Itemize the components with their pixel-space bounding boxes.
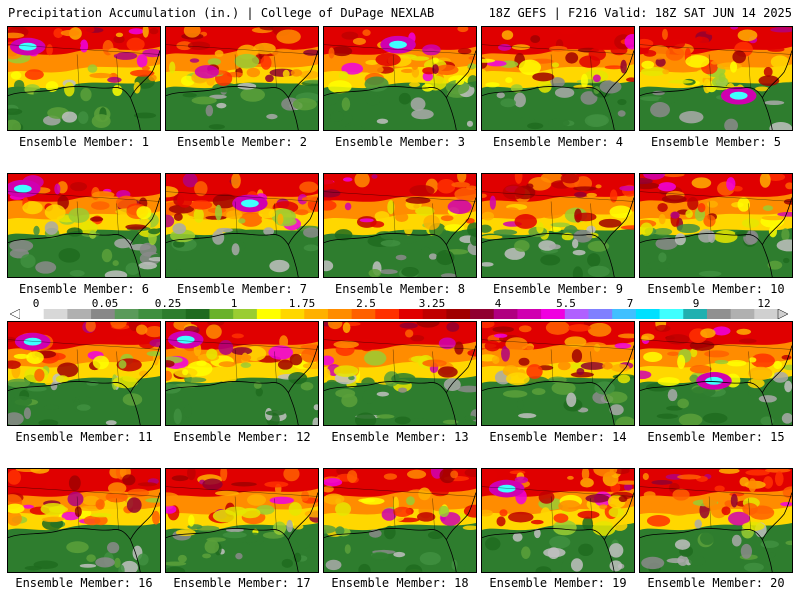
colorbar-tick-label: 0.05 <box>91 297 119 310</box>
colorbar-segment <box>304 309 329 319</box>
ensemble-member-map <box>481 321 635 426</box>
colorbar-tick-label: 9 <box>692 297 700 310</box>
ensemble-member-caption: Ensemble Member: 18 <box>331 576 469 590</box>
colorbar-segment <box>351 309 376 319</box>
ensemble-member-caption: Ensemble Member: 15 <box>647 430 785 444</box>
ensemble-member-map <box>639 173 793 278</box>
colorbar-tick-label: 5.5 <box>556 297 576 310</box>
colorbar-segment <box>564 309 589 319</box>
colorbar-segment <box>493 309 518 319</box>
colorbar-tick-label: 1.75 <box>288 297 316 310</box>
colorbar-segment <box>162 309 187 319</box>
ensemble-member-map <box>639 468 793 573</box>
colorbar-right-arrow <box>777 309 788 319</box>
colorbar-segment <box>446 309 471 319</box>
colorbar-segment <box>43 309 68 319</box>
ensemble-member-caption: Ensemble Member: 17 <box>173 576 311 590</box>
colorbar-segment <box>327 309 353 319</box>
ensemble-member-map <box>323 468 477 573</box>
colorbar-segment <box>659 309 684 319</box>
ensemble-member-map <box>7 173 161 278</box>
ensemble-member-caption: Ensemble Member: 19 <box>489 576 627 590</box>
ensemble-member-caption: Ensemble Member: 12 <box>173 430 311 444</box>
ensemble-member-map <box>323 26 477 131</box>
colorbar-segment <box>399 309 424 319</box>
colorbar-tick-label: 0 <box>32 297 40 310</box>
ensemble-member-map <box>481 468 635 573</box>
colorbar-segment <box>375 309 400 319</box>
run-info: 18Z GEFS | F216 Valid: 18Z SAT JUN 14 20… <box>488 6 792 20</box>
colorbar-tick-label: 1 <box>230 297 238 310</box>
colorbar-segment <box>280 309 305 319</box>
ensemble-member-map <box>165 468 319 573</box>
colorbar-segment <box>730 309 755 319</box>
ensemble-member-caption: Ensemble Member: 10 <box>647 282 785 296</box>
colorbar-tick-label: 4 <box>494 297 502 310</box>
ensemble-member-caption: Ensemble Member: 8 <box>334 282 466 296</box>
ensemble-member-caption: Ensemble Member: 14 <box>489 430 627 444</box>
colorbar-segment <box>754 309 779 319</box>
ensemble-member-caption: Ensemble Member: 20 <box>647 576 785 590</box>
colorbar-segment <box>588 309 613 319</box>
colorbar-segment <box>422 309 447 319</box>
ensemble-member-caption: Ensemble Member: 4 <box>492 135 624 149</box>
ensemble-member-map <box>323 173 477 278</box>
ensemble-member-map <box>639 321 793 426</box>
ensemble-member-map <box>323 321 477 426</box>
ensemble-member-caption: Ensemble Member: 6 <box>18 282 150 296</box>
colorbar-segment <box>470 309 495 319</box>
colorbar-segment <box>706 309 732 319</box>
ensemble-member-caption: Ensemble Member: 9 <box>492 282 624 296</box>
colorbar-left-arrow <box>10 309 21 319</box>
ensemble-member-map <box>7 26 161 131</box>
ensemble-member-map <box>481 26 635 131</box>
precipitation-colorbar <box>10 309 788 319</box>
colorbar-segment <box>209 309 234 319</box>
colorbar-segment <box>635 309 661 319</box>
ensemble-member-map <box>639 26 793 131</box>
ensemble-member-map <box>481 173 635 278</box>
colorbar-segment <box>233 309 258 319</box>
colorbar-segment <box>185 309 210 319</box>
colorbar-segment <box>91 309 116 319</box>
ensemble-member-map <box>7 468 161 573</box>
ensemble-member-caption: Ensemble Member: 3 <box>334 135 466 149</box>
ensemble-member-caption: Ensemble Member: 7 <box>176 282 308 296</box>
ensemble-member-caption: Ensemble Member: 2 <box>176 135 308 149</box>
colorbar-segment <box>541 309 566 319</box>
colorbar-segment <box>256 309 282 319</box>
page-title: Precipitation Accumulation (in.) | Colle… <box>8 6 435 20</box>
colorbar-tick-label: 7 <box>626 297 634 310</box>
colorbar-segment <box>114 309 139 319</box>
colorbar-tick-label: 0.25 <box>154 297 182 310</box>
colorbar-segment <box>67 309 92 319</box>
colorbar-tick-label: 3.25 <box>418 297 446 310</box>
colorbar-segment <box>138 309 163 319</box>
ensemble-member-caption: Ensemble Member: 11 <box>15 430 153 444</box>
ensemble-member-map <box>7 321 161 426</box>
colorbar-segment <box>517 309 542 319</box>
ensemble-member-caption: Ensemble Member: 1 <box>18 135 150 149</box>
colorbar-segment <box>20 309 45 319</box>
ensemble-member-map <box>165 173 319 278</box>
ensemble-member-map <box>165 321 319 426</box>
colorbar-tick-label: 2.5 <box>356 297 376 310</box>
ensemble-member-map <box>165 26 319 131</box>
ensemble-member-caption: Ensemble Member: 5 <box>650 135 782 149</box>
colorbar-tick-label: 12 <box>757 297 771 310</box>
colorbar-segment <box>683 309 708 319</box>
colorbar-segment <box>612 309 637 319</box>
ensemble-member-caption: Ensemble Member: 16 <box>15 576 153 590</box>
ensemble-member-caption: Ensemble Member: 13 <box>331 430 469 444</box>
